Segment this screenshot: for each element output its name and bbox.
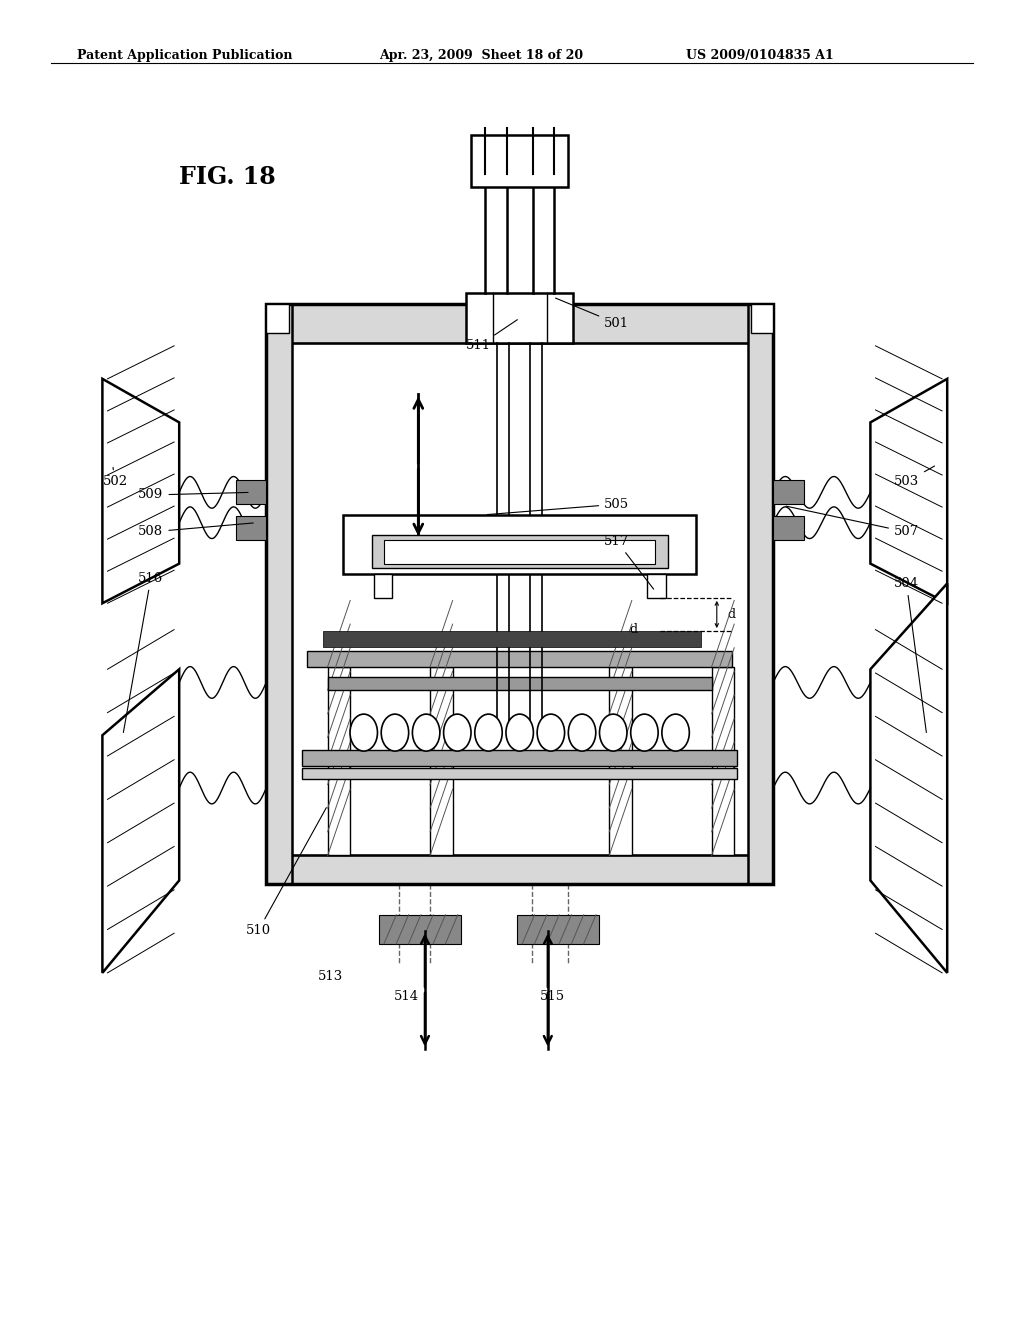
- Ellipse shape: [631, 714, 658, 751]
- Bar: [343, 515, 696, 574]
- Polygon shape: [102, 669, 179, 973]
- Bar: [471, 135, 568, 187]
- Text: d: d: [727, 609, 735, 620]
- Bar: [372, 535, 668, 568]
- Polygon shape: [870, 379, 947, 603]
- Bar: [236, 516, 266, 540]
- Text: 515: 515: [540, 990, 565, 1003]
- Text: 508: 508: [138, 523, 253, 539]
- Text: 517: 517: [604, 535, 653, 589]
- Text: 513: 513: [317, 970, 343, 983]
- Bar: [466, 293, 573, 343]
- Bar: [323, 631, 701, 647]
- Bar: [647, 574, 666, 598]
- Ellipse shape: [599, 714, 627, 751]
- Text: 502: 502: [102, 467, 128, 488]
- Text: 510: 510: [246, 808, 327, 937]
- Text: 514: 514: [394, 990, 420, 1003]
- Text: Patent Application Publication: Patent Application Publication: [77, 49, 292, 62]
- Text: FIG. 18: FIG. 18: [179, 165, 275, 189]
- Bar: [773, 516, 804, 540]
- Text: 516: 516: [123, 572, 164, 733]
- Bar: [379, 915, 461, 944]
- Ellipse shape: [506, 714, 534, 751]
- Ellipse shape: [568, 714, 596, 751]
- Polygon shape: [102, 379, 179, 603]
- Bar: [266, 304, 289, 333]
- Bar: [748, 304, 773, 884]
- Bar: [236, 480, 266, 504]
- Bar: [430, 667, 453, 855]
- Text: 507: 507: [786, 506, 920, 539]
- Bar: [266, 855, 773, 884]
- Bar: [517, 915, 599, 944]
- Text: 504: 504: [894, 577, 927, 733]
- Ellipse shape: [413, 714, 440, 751]
- Text: 503: 503: [894, 466, 935, 488]
- Text: d: d: [630, 623, 638, 636]
- Text: US 2009/0104835 A1: US 2009/0104835 A1: [686, 49, 834, 62]
- Bar: [266, 304, 292, 884]
- Bar: [328, 677, 712, 690]
- Polygon shape: [870, 583, 947, 973]
- Bar: [266, 304, 773, 343]
- Ellipse shape: [475, 714, 502, 751]
- Bar: [302, 750, 737, 766]
- Bar: [266, 304, 773, 884]
- Text: Apr. 23, 2009  Sheet 18 of 20: Apr. 23, 2009 Sheet 18 of 20: [379, 49, 583, 62]
- Bar: [328, 667, 350, 855]
- Bar: [374, 574, 392, 598]
- Ellipse shape: [662, 714, 689, 751]
- Bar: [712, 667, 734, 855]
- Bar: [751, 304, 773, 333]
- Bar: [609, 667, 632, 855]
- Text: 511: 511: [466, 319, 517, 352]
- Bar: [384, 540, 655, 564]
- Ellipse shape: [381, 714, 409, 751]
- Text: 501: 501: [556, 298, 630, 330]
- Text: 509: 509: [138, 488, 248, 502]
- Ellipse shape: [350, 714, 378, 751]
- Ellipse shape: [538, 714, 564, 751]
- Ellipse shape: [443, 714, 471, 751]
- Bar: [773, 480, 804, 504]
- Text: 505: 505: [487, 498, 630, 515]
- Bar: [307, 651, 732, 667]
- Bar: [302, 768, 737, 779]
